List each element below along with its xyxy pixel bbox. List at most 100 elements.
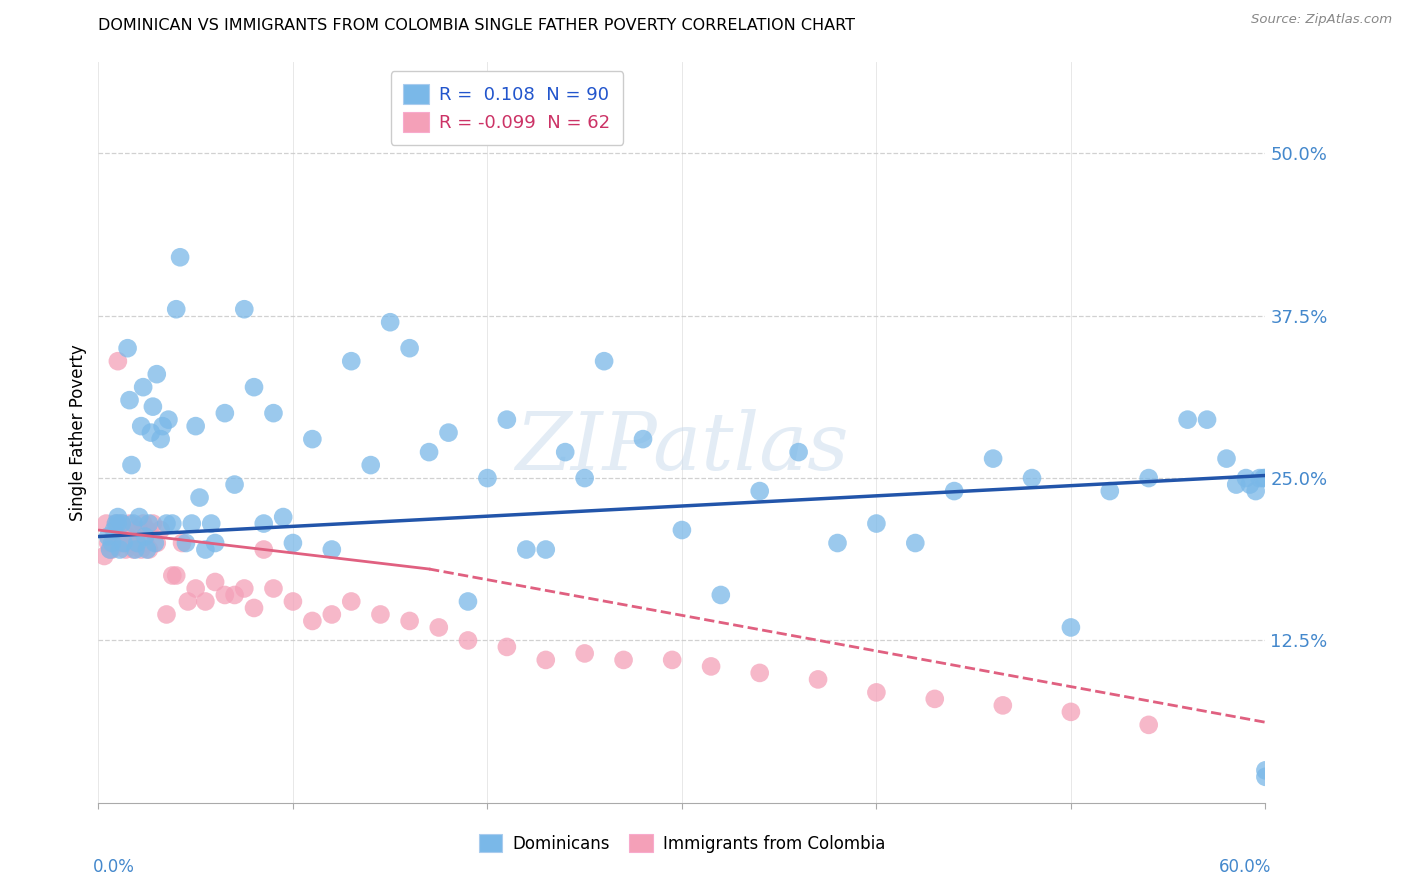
Point [129,419,152,434]
Point [340,354,363,368]
Point [157,412,180,426]
Legend: Dominicans, Immigrants from Colombia: Dominicans, Immigrants from Colombia [470,826,894,861]
Point [321,607,343,622]
Text: 0.0%: 0.0% [93,858,135,876]
Point [243,380,266,394]
Point [418,445,440,459]
Point [904,536,927,550]
Text: Source: ZipAtlas.com: Source: ZipAtlas.com [1251,13,1392,27]
Point [1098,484,1121,499]
Point [224,588,246,602]
Point [253,516,276,531]
Point [554,445,576,459]
Point [155,607,177,622]
Point [121,458,143,472]
Point [107,516,129,531]
Point [398,341,420,355]
Point [155,516,177,531]
Point [534,542,557,557]
Point [128,523,150,537]
Point [1225,477,1247,491]
Point [132,516,155,531]
Point [865,685,887,699]
Point [111,516,134,531]
Point [121,536,143,550]
Point [340,594,363,608]
Point [93,549,115,563]
Point [177,594,200,608]
Text: DOMINICAN VS IMMIGRANTS FROM COLOMBIA SINGLE FATHER POVERTY CORRELATION CHART: DOMINICAN VS IMMIGRANTS FROM COLOMBIA SI… [98,18,855,33]
Point [1215,451,1237,466]
Point [1137,471,1160,485]
Point [134,536,156,550]
Point [477,471,499,485]
Point [224,477,246,491]
Point [457,594,479,608]
Point [1254,770,1277,784]
Point [233,302,256,317]
Point [174,536,197,550]
Point [991,698,1014,713]
Point [138,542,160,557]
Point [98,542,121,557]
Point [146,536,169,550]
Point [457,633,479,648]
Point [194,594,217,608]
Y-axis label: Single Father Poverty: Single Father Poverty [69,344,87,521]
Point [661,653,683,667]
Point [184,419,207,434]
Point [281,594,304,608]
Point [301,614,323,628]
Point [534,653,557,667]
Point [924,692,946,706]
Point [515,542,537,557]
Point [200,516,222,531]
Point [427,620,450,634]
Point [1249,471,1271,485]
Point [700,659,723,673]
Point [194,542,217,557]
Point [169,250,191,264]
Point [149,432,172,446]
Point [122,542,145,557]
Point [184,582,207,596]
Point [281,536,304,550]
Point [124,523,146,537]
Point [496,412,519,426]
Point [139,425,162,440]
Point [180,516,202,531]
Point [262,582,284,596]
Point [262,406,284,420]
Point [253,542,276,557]
Point [101,542,124,557]
Point [827,536,849,550]
Point [103,523,125,537]
Point [1060,620,1083,634]
Point [146,367,169,381]
Point [631,432,654,446]
Point [97,536,120,550]
Point [136,542,159,557]
Point [807,673,830,687]
Point [98,542,121,557]
Point [204,536,226,550]
Point [437,425,460,440]
Point [122,516,145,531]
Point [104,516,127,531]
Point [152,419,174,434]
Point [112,536,135,550]
Point [97,529,120,543]
Point [108,542,131,557]
Point [865,516,887,531]
Point [127,536,149,550]
Point [143,536,166,550]
Point [165,302,187,317]
Point [271,510,294,524]
Point [380,315,402,329]
Point [1060,705,1083,719]
Point [1244,484,1267,499]
Point [112,536,135,550]
Point [574,471,596,485]
Point [574,647,596,661]
Point [149,523,172,537]
